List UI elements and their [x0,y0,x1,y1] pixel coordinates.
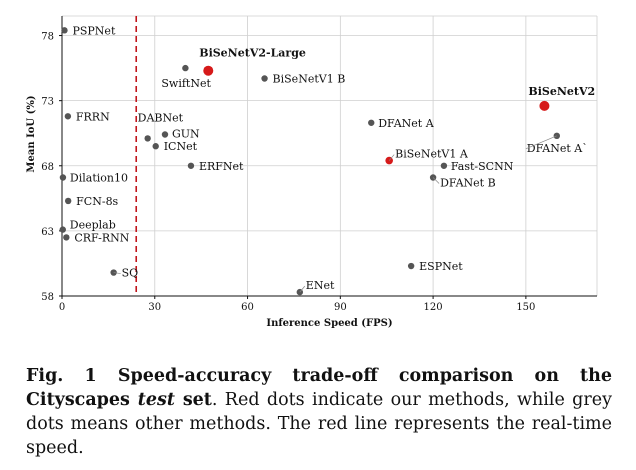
point-dfanet-a [368,119,375,126]
caption-bold-italic: test [137,390,175,410]
point-label-crf-rnn: CRF-RNN [74,231,129,244]
point-label-gun: GUN [172,128,200,141]
axes [59,16,597,299]
point-label-swiftnet: SwiftNet [161,77,211,90]
x-tick-label: 0 [59,302,65,313]
point-erfnet [187,162,195,169]
y-tick-label: 68 [41,162,54,173]
point-label-dfanet-b: DFANet B [440,176,496,189]
point-frrn [64,113,72,120]
x-tick-label: 120 [424,302,443,313]
grid-lines [62,15,598,296]
x-tick-label: 30 [148,302,161,313]
point-label-frrn: FRRN [76,110,110,123]
x-tick-label: 150 [516,302,535,313]
point-label-erfnet: ERFNet [199,160,244,173]
y-tick-label: 78 [41,32,54,43]
point-label-bisenetv2: BiSeNetV2 [528,85,595,98]
x-axis-title: Inference Speed (FPS) [266,318,392,329]
point-label-pspnet: PSPNet [72,24,115,37]
y-tick-label: 58 [41,292,54,303]
point-fast-scnn [440,162,448,169]
point-icnet [152,143,159,150]
point-dabnet [144,135,151,142]
point-label-dfanet-a: DFANet A [378,117,434,130]
point-crf-rnn [63,234,70,241]
point-espnet [407,262,415,270]
x-tick-label: 60 [241,302,254,313]
point-bisenetv2 [539,100,550,111]
leader-line [525,135,557,150]
point-label-sq: SQ [122,267,139,280]
y-tick-label: 73 [41,97,54,108]
x-tick-label: 90 [334,302,347,313]
point-label-enet: ENet [306,279,335,292]
point-label-bisenetv1-a: BiSeNetV1 A [395,148,469,161]
point-label-dfanet-a: DFANet A` [527,142,588,155]
y-axis-title: Mean IoU (%) [26,95,37,172]
point-label-bisenetv2-large: BiSeNetV2-Large [199,47,306,60]
scatter-chart: 0 30 60 90 120 150 58 63 68 73 78 PSPNet FRRN Dilati… [26,15,598,329]
caption-text: . Red dots indicate our methods, while g… [26,390,612,458]
point-fcn-8s [64,197,72,205]
y-tick-label: 63 [41,227,54,238]
caption-bold-2: set [174,390,212,410]
tick-labels: 0 30 60 90 120 150 58 63 68 73 78 [41,32,535,313]
point-label-dilation10: Dilation10 [70,171,128,184]
point-deeplab [59,226,66,233]
point-gun [161,131,169,138]
leader-line [388,154,395,161]
leader-line [299,285,306,293]
point-bisenetv2-large [203,65,214,76]
point-label-icnet: ICNet [164,140,198,153]
figure-caption: Fig. 1 Speed-accuracy trade-off comparis… [26,364,612,460]
point-dilation10 [59,174,67,181]
point-swiftnet [182,64,189,72]
point-pspnet [61,27,68,34]
point-label-deeplab: Deeplab [70,219,116,232]
point-label-espnet: ESPNet [419,260,463,273]
point-label-dabnet: DABNet [138,111,184,124]
point-labels: PSPNet FRRN Dilation10 FCN-8s DeeplabCRF-RNN… [70,24,595,293]
point-label-fcn-8s: FCN-8s [76,195,118,208]
leader-line [113,272,121,274]
leader-line [432,177,440,184]
point-bisenetv1-b [261,75,268,82]
point-label-bisenetv1-b: BiSeNetV1 B [273,73,346,86]
caption-bold-1: Fig. 1 Speed-accuracy trade-off comparis… [26,366,612,410]
point-label-fast-scnn: Fast-SCNN [451,160,514,173]
